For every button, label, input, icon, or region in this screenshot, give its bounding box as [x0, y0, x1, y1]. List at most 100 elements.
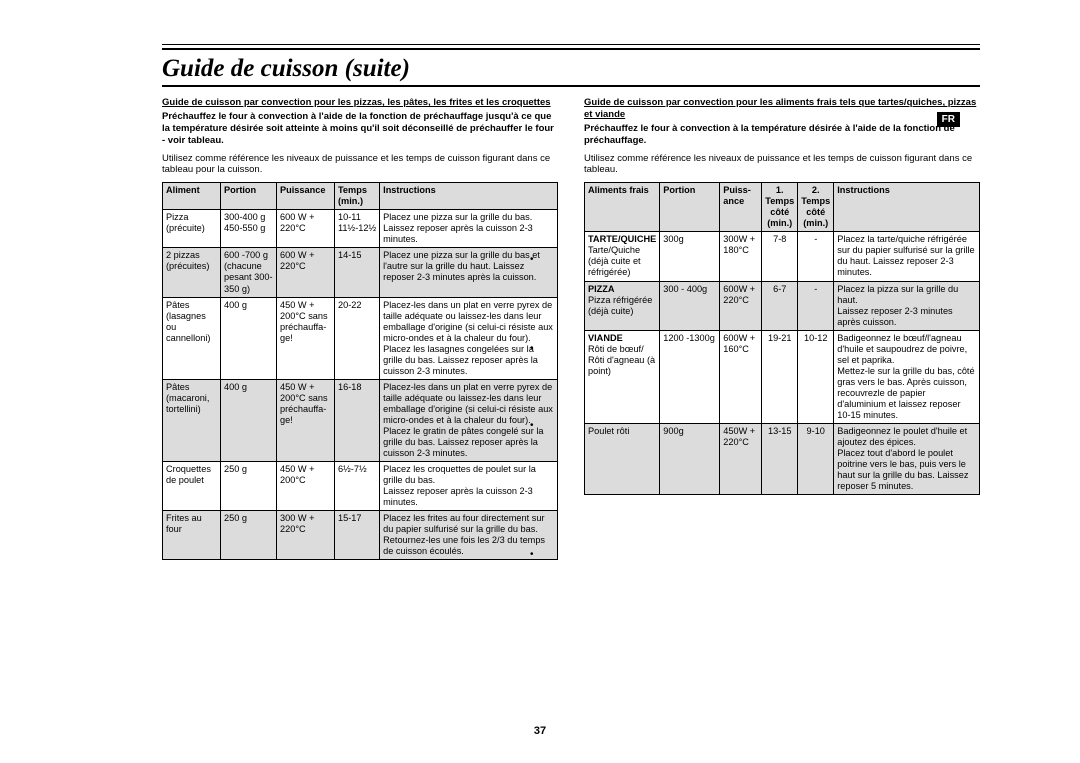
- table-cell: Pâtes (lasagnes ou cannelloni): [163, 297, 221, 379]
- table-cell: 13-15: [762, 423, 798, 494]
- table-cell: 450 W + 200°C sans préchauffa-ge!: [277, 297, 335, 379]
- left-table: Aliment Portion Puissance Temps (min.) I…: [162, 182, 558, 560]
- bullet-icon: •: [530, 254, 534, 265]
- table-cell: 600W + 160°C: [720, 330, 762, 423]
- table-cell: -: [798, 232, 834, 281]
- left-intro: Utilisez comme référence les niveaux de …: [162, 153, 558, 177]
- th-aliment: Aliment: [163, 183, 221, 210]
- th-instructions: Instructions: [834, 183, 980, 232]
- table-row: Pizza (précuite)300-400 g 450-550 g600 W…: [163, 210, 558, 248]
- left-heading: Guide de cuisson par convection pour les…: [162, 97, 558, 109]
- section-label: PIZZA: [588, 284, 615, 294]
- right-column: Guide de cuisson par convection pour les…: [584, 97, 980, 560]
- th-temps: Temps (min.): [335, 183, 380, 210]
- top-rule-thick: [162, 48, 980, 50]
- table-cell: 250 g: [221, 511, 277, 560]
- right-preheat: Préchauffez le four à convection à la te…: [584, 123, 980, 147]
- table-cell: PIZZAPizza réfrigérée (déjà cuite): [585, 281, 660, 330]
- page-number: 37: [0, 725, 1080, 737]
- cell-text: Pizza réfrigérée (déjà cuite): [588, 295, 652, 316]
- table-cell: 2 pizzas (précuites): [163, 248, 221, 297]
- section-label: VIANDE: [588, 333, 623, 343]
- table-cell: 400 g: [221, 297, 277, 379]
- table-cell: -: [798, 281, 834, 330]
- table-cell: 300 W + 220°C: [277, 511, 335, 560]
- left-preheat: Préchauffez le four à convection à l'aid…: [162, 111, 558, 147]
- table-cell: 10-11 11½-12½: [335, 210, 380, 248]
- page-content: Guide de cuisson (suite) Guide de cuisso…: [0, 0, 1080, 560]
- table-cell: Placez les croquettes de poulet sur la g…: [380, 461, 558, 510]
- table-cell: Placez la tarte/quiche réfrigérée sur du…: [834, 232, 980, 281]
- section-label: TARTE/QUICHE: [588, 234, 656, 244]
- th-instructions: Instructions: [380, 183, 558, 210]
- th-portion: Portion: [221, 183, 277, 210]
- th-t2: 2. Temps côté (min.): [798, 183, 834, 232]
- table-cell: 400 g: [221, 379, 277, 461]
- table-cell: 10-12: [798, 330, 834, 423]
- table-header-row: Aliment Portion Puissance Temps (min.) I…: [163, 183, 558, 210]
- table-cell: Badigeonnez le bœuf/l'agneau d'huile et …: [834, 330, 980, 423]
- table-cell: VIANDERôti de bœuf/ Rôti d'agneau (à poi…: [585, 330, 660, 423]
- table-cell: 15-17: [335, 511, 380, 560]
- table-cell: 600 W + 220°C: [277, 210, 335, 248]
- table-cell: 6-7: [762, 281, 798, 330]
- table-cell: 7-8: [762, 232, 798, 281]
- language-tab: FR: [937, 112, 960, 127]
- table-row: 2 pizzas (précuites)600 -700 g (chacune …: [163, 248, 558, 297]
- table-cell: 14-15: [335, 248, 380, 297]
- table-cell: Croquettes de poulet: [163, 461, 221, 510]
- cell-text: Rôti de bœuf/ Rôti d'agneau (à point): [588, 344, 655, 376]
- table-row: TARTE/QUICHETarte/Quiche (déjà cuite et …: [585, 232, 980, 281]
- page-title: Guide de cuisson (suite): [162, 55, 980, 87]
- table-cell: 19-21: [762, 330, 798, 423]
- table-cell: Frites au four: [163, 511, 221, 560]
- table-cell: 600W + 220°C: [720, 281, 762, 330]
- table-row: VIANDERôti de bœuf/ Rôti d'agneau (à poi…: [585, 330, 980, 423]
- table-cell: 600 W + 220°C: [277, 248, 335, 297]
- table-row: Croquettes de poulet250 g450 W + 200°C6½…: [163, 461, 558, 510]
- table-cell: Pâtes (macaroni, tortellini): [163, 379, 221, 461]
- two-column-layout: Guide de cuisson par convection pour les…: [162, 97, 980, 560]
- table-cell: Placez-les dans un plat en verre pyrex d…: [380, 297, 558, 379]
- bullet-icon: •: [530, 420, 534, 431]
- table-cell: 450W + 220°C: [720, 423, 762, 494]
- top-rule-thin: [162, 44, 980, 45]
- table-cell: 450 W + 200°C sans préchauffa-ge!: [277, 379, 335, 461]
- table-row: Frites au four250 g300 W + 220°C15-17Pla…: [163, 511, 558, 560]
- th-aliment: Aliments frais: [585, 183, 660, 232]
- table-row: Poulet rôti900g450W + 220°C13-159-10Badi…: [585, 423, 980, 494]
- table-cell: 900g: [660, 423, 720, 494]
- table-cell: TARTE/QUICHETarte/Quiche (déjà cuite et …: [585, 232, 660, 281]
- table-cell: 20-22: [335, 297, 380, 379]
- table-cell: Pizza (précuite): [163, 210, 221, 248]
- table-row: PIZZAPizza réfrigérée (déjà cuite)300 - …: [585, 281, 980, 330]
- table-cell: 6½-7½: [335, 461, 380, 510]
- table-cell: 16-18: [335, 379, 380, 461]
- table-row: Pâtes (lasagnes ou cannelloni)400 g450 W…: [163, 297, 558, 379]
- right-heading: Guide de cuisson par convection pour les…: [584, 97, 980, 121]
- right-table: Aliments frais Portion Puiss-ance 1. Tem…: [584, 182, 980, 495]
- table-cell: 300 - 400g: [660, 281, 720, 330]
- th-puissance: Puiss-ance: [720, 183, 762, 232]
- th-puissance: Puissance: [277, 183, 335, 210]
- table-cell: 1200 -1300g: [660, 330, 720, 423]
- right-intro: Utilisez comme référence les niveaux de …: [584, 153, 980, 177]
- table-cell: 300g: [660, 232, 720, 281]
- table-cell: Placez la pizza sur la grille du haut. L…: [834, 281, 980, 330]
- table-cell: Placez une pizza sur la grille du bas. L…: [380, 210, 558, 248]
- table-cell: 300W + 180°C: [720, 232, 762, 281]
- cell-text: Tarte/Quiche (déjà cuite et réfrigérée): [588, 245, 641, 277]
- table-cell: 250 g: [221, 461, 277, 510]
- table-cell: 600 -700 g (chacune pesant 300-350 g): [221, 248, 277, 297]
- th-portion: Portion: [660, 183, 720, 232]
- table-cell: 300-400 g 450-550 g: [221, 210, 277, 248]
- table-cell: Poulet rôti: [585, 423, 660, 494]
- bullet-icon: •: [530, 549, 534, 560]
- table-cell: Badigeonnez le poulet d'huile et ajoutez…: [834, 423, 980, 494]
- table-cell: 9-10: [798, 423, 834, 494]
- left-column: Guide de cuisson par convection pour les…: [162, 97, 558, 560]
- table-header-row: Aliments frais Portion Puiss-ance 1. Tem…: [585, 183, 980, 232]
- table-cell: 450 W + 200°C: [277, 461, 335, 510]
- th-t1: 1. Temps côté (min.): [762, 183, 798, 232]
- bullet-icon: •: [530, 343, 534, 354]
